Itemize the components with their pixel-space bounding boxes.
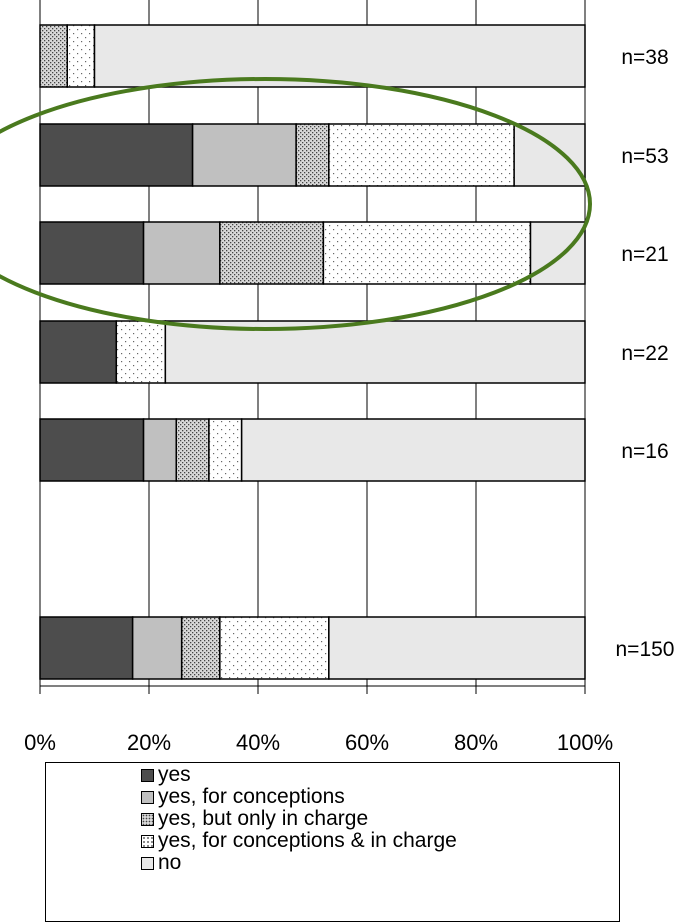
bar-segment [240, 418, 586, 482]
legend-item: yes [141, 763, 191, 786]
x-tick-label: 60% [345, 730, 389, 755]
bar-segment [219, 616, 330, 680]
bar-segment [322, 221, 532, 285]
bar-segment [180, 616, 221, 680]
legend: yes yes, for conceptions yes, but only in … [45, 762, 620, 922]
legend-item: yes, for conceptions [141, 785, 345, 808]
bar-segment [529, 221, 586, 285]
bar-segment [115, 320, 167, 384]
legend-label: yes, for conceptions [158, 785, 345, 808]
bar-segment [219, 221, 325, 285]
bar-segment [131, 616, 183, 680]
x-tick-label: 40% [236, 730, 280, 755]
bar-segment [39, 123, 194, 187]
bar-segment [39, 616, 134, 680]
legend-item: yes, for conceptions & in charge [141, 829, 457, 852]
bar-segment [93, 24, 586, 88]
bar-segment [328, 123, 515, 187]
x-tick-label: 80% [454, 730, 498, 755]
n-label: n=38 [621, 46, 668, 69]
n-label: n=53 [621, 145, 668, 168]
bar-segment [39, 418, 145, 482]
bar-segment [328, 616, 586, 680]
legend-swatch [141, 834, 154, 848]
bar-segment [66, 24, 96, 88]
bar-segment [295, 123, 330, 187]
legend-swatch [141, 790, 154, 804]
highlight [0, 77, 592, 331]
n-label: n=16 [621, 440, 668, 463]
highlight-ellipse [0, 77, 592, 331]
legend-swatch [141, 812, 154, 826]
bar-segment [175, 418, 210, 482]
bar-segment [142, 221, 221, 285]
bar-segment [208, 418, 243, 482]
x-tick-label: 20% [127, 730, 171, 755]
x-tick-label: 100% [557, 730, 613, 755]
legend-label: yes [158, 763, 191, 786]
n-label: n=22 [621, 342, 668, 365]
bar-segment [142, 418, 178, 482]
x-tick-label: 0% [24, 730, 56, 755]
stacked-bar-chart: 0% 20% 40% 60% 80% 100% n=38n=53n=21n=22n=16n… [0, 0, 675, 755]
bars [39, 24, 586, 680]
bar-segment [191, 123, 297, 187]
legend-swatch [141, 768, 154, 782]
n-labels: n=38 n=53 n=21 n=22 n=16 n=150 [616, 46, 675, 661]
legend-label: yes, but only in charge [158, 807, 369, 830]
bar-segment [164, 320, 586, 384]
bar-segment [39, 221, 145, 285]
legend-label: no [158, 851, 182, 874]
n-label: n=150 [616, 638, 675, 661]
bar-segment [39, 24, 68, 88]
legend-swatch [141, 856, 154, 870]
bar-segment [39, 320, 118, 384]
n-label: n=21 [621, 243, 668, 266]
legend-item: yes, but only in charge [141, 807, 369, 830]
bar-segment [513, 123, 586, 187]
x-axis: 0% 20% 40% 60% 80% 100% [24, 685, 613, 755]
legend-item: no [141, 851, 182, 874]
legend-label: yes, for conceptions & in charge [158, 829, 457, 852]
